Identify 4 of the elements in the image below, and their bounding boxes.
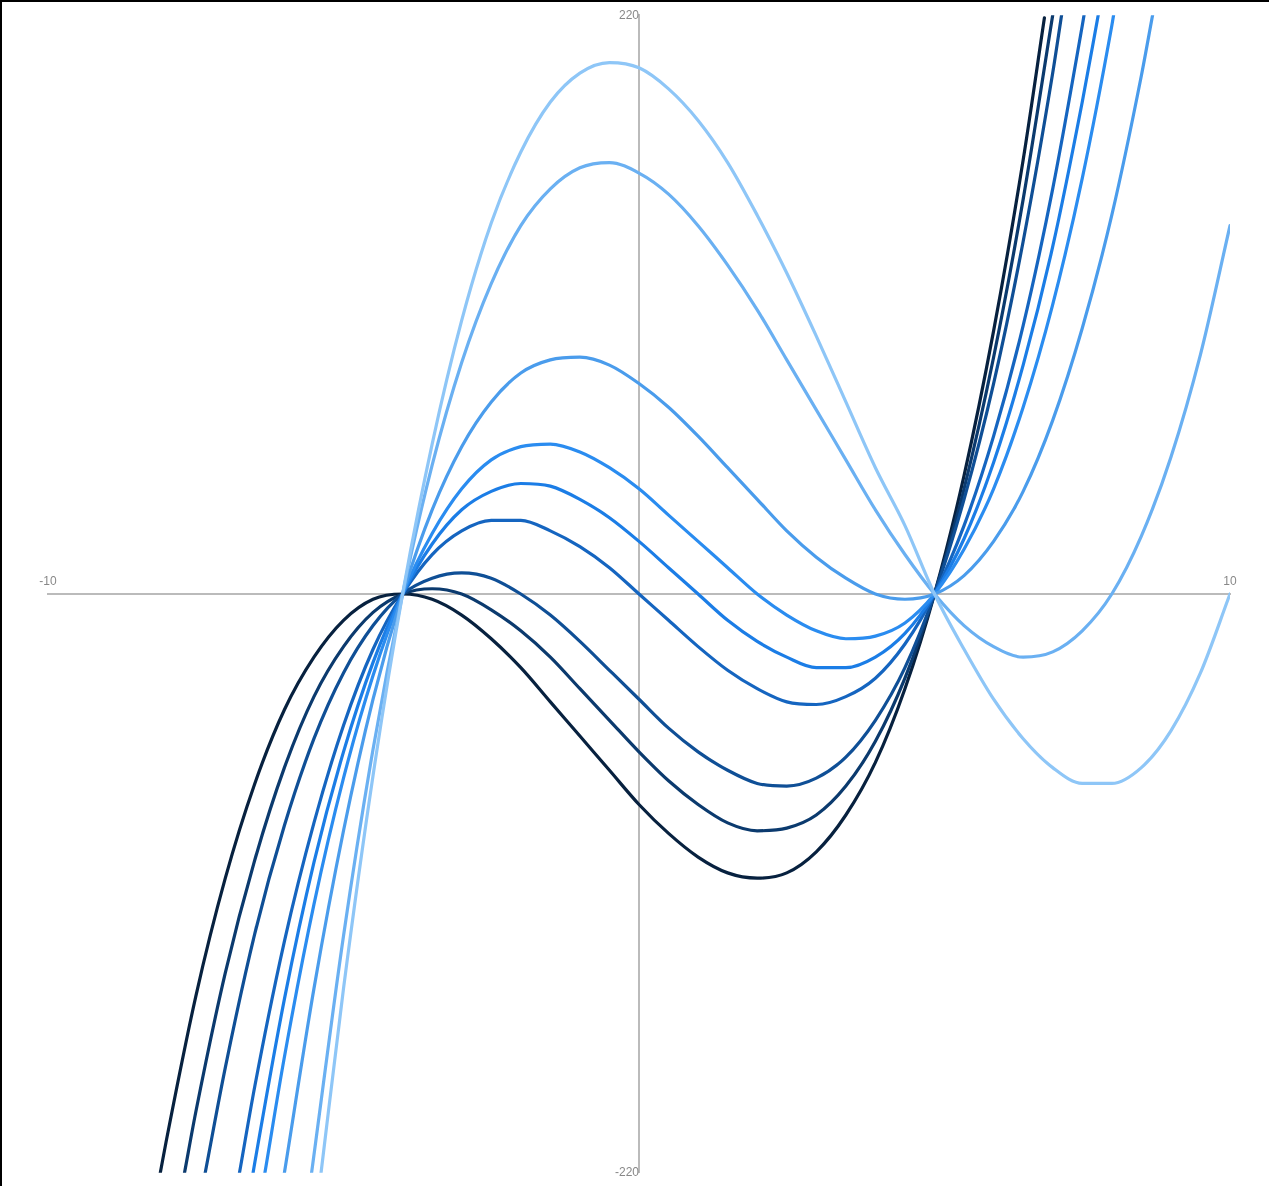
y-tick-label: -220 bbox=[614, 1165, 640, 1180]
x-tick-label: -10 bbox=[39, 573, 57, 588]
y-tick-label: 220 bbox=[618, 7, 640, 22]
x-tick-label: 10 bbox=[1223, 573, 1237, 588]
